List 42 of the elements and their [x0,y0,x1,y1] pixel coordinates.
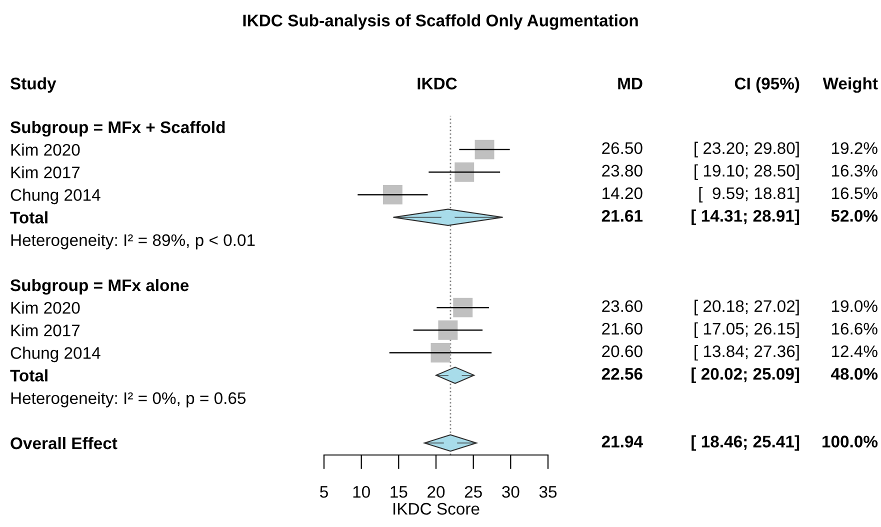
text: Study [10,77,56,93]
text: MD [618,78,642,90]
text: CI (95%) [734,77,800,93]
text: 22.56 [ 20.02; 25.09] 48.0% [602,368,878,384]
y-tick-label: Heterogeneity: I² = 89%, p < 0.01 [11,234,255,250]
y-tick-label: Total [10,369,48,382]
y-tick-label: Kim 2020 [11,302,80,314]
x-tick-label: 25 [464,486,482,498]
x-tick-label: 30 [502,486,520,498]
x-tick-label: 20 [428,486,445,498]
y-tick-label: Chung 2014 [10,346,100,362]
point [382,184,402,204]
point [474,140,494,160]
point [430,343,450,362]
text: Weight [822,77,878,93]
point [453,298,473,318]
x-tick-label: 35 [539,486,557,498]
y-tick-label: Kim 2020 [11,144,80,156]
y-tick-label: Total [10,211,48,224]
text: 21.60 [ 17.05; 26.15] 16.6% [602,322,878,338]
text: 21.61 [ 14.31; 28.91] 52.0% [602,210,878,226]
text: 14.20 [ 9.59; 18.81] 16.5% [602,186,878,202]
y-tick-label: Kim 2017 [11,324,80,336]
x-tick-label: 15 [390,486,408,498]
text: IKDC [418,78,457,90]
y-tick-label: Heterogeneity: I² = 0%, p = 0.65 [11,392,246,408]
y-tick-label: Kim 2017 [11,166,80,178]
point [454,162,474,182]
y-tick-label: Chung 2014 [10,188,100,204]
x-tick-label: 10 [353,486,370,498]
y-tick-label: Subgroup = MFx + Scaffold [10,120,225,137]
y-tick-label: Overall Effect [10,436,118,450]
y-tick-label: Subgroup = MFx alone [10,278,189,295]
point [438,320,458,340]
chart-title: IKDC Sub-analysis of Scaffold Only Augmentation [243,14,638,30]
x-tick-label: 5 [320,486,328,498]
x-axis-title: IKDC Score [394,502,480,515]
text: 20.60 [ 13.84; 27.36] 12.4% [602,344,878,360]
text: 21.94 [ 18.46; 25.41] 100.0% [602,435,878,451]
text: 23.60 [ 20.18; 27.02] 19.0% [602,300,878,316]
text: 23.80 [ 19.10; 28.50] 16.3% [602,164,878,180]
text: 26.50 [ 23.20; 29.80] 19.2% [602,142,878,158]
